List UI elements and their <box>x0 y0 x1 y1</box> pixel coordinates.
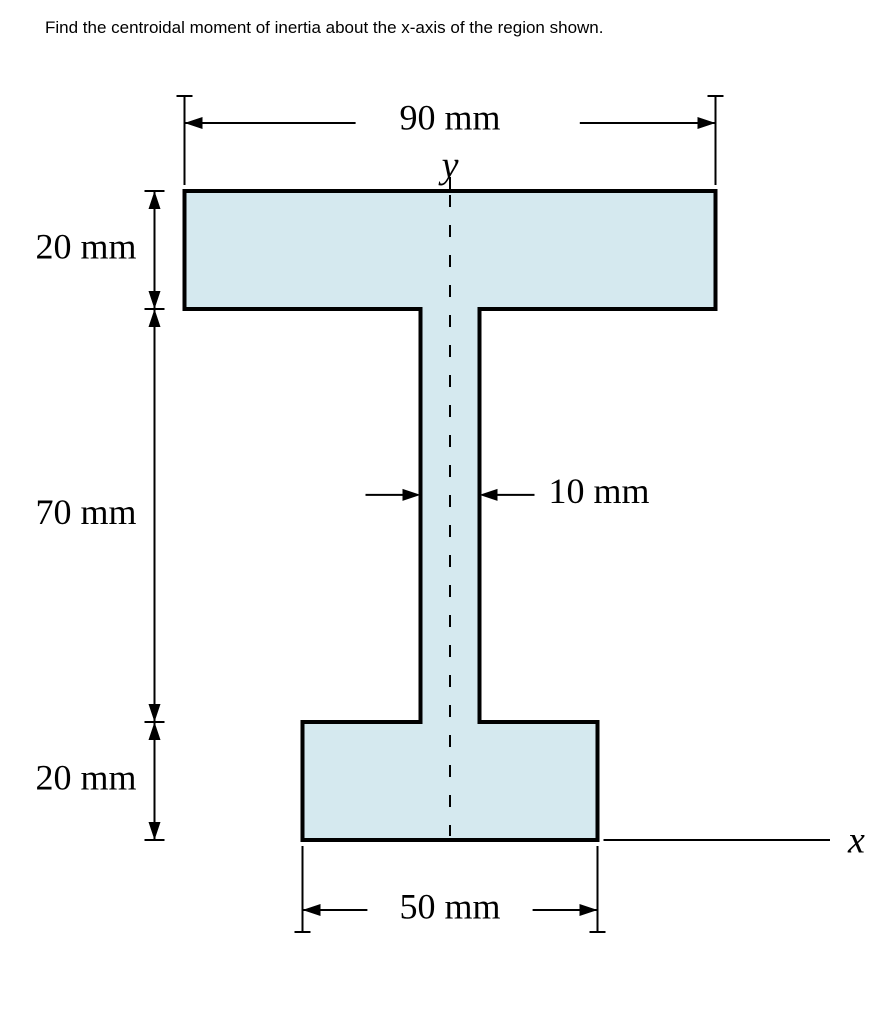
problem-statement: Find the centroidal moment of inertia ab… <box>45 18 603 38</box>
dimension-label: y <box>438 145 459 187</box>
arrowhead-icon <box>480 489 498 501</box>
figure-container: Find the centroidal moment of inertia ab… <box>0 0 889 1024</box>
arrowhead-icon <box>149 291 161 309</box>
arrowhead-icon <box>149 704 161 722</box>
dimension-label: 50 mm <box>399 886 500 926</box>
dimension-label: 10 mm <box>549 471 650 511</box>
dimension-label: 20 mm <box>35 226 136 266</box>
arrowhead-icon <box>185 117 203 129</box>
arrowhead-icon <box>303 904 321 916</box>
dimension-label: 70 mm <box>35 492 136 532</box>
dimension-label: 90 mm <box>399 97 500 137</box>
arrowhead-icon <box>580 904 598 916</box>
arrowhead-icon <box>149 722 161 740</box>
dimension-label: 20 mm <box>35 757 136 797</box>
arrowhead-icon <box>149 309 161 327</box>
diagram-svg: 90 mm y 20 mm 70 mm 20 mm 10 mm 50 mm x <box>0 0 889 1024</box>
arrowhead-icon <box>403 489 421 501</box>
arrowhead-icon <box>149 191 161 209</box>
arrowhead-icon <box>698 117 716 129</box>
arrowhead-icon <box>149 822 161 840</box>
x-axis-label: x <box>847 820 865 862</box>
